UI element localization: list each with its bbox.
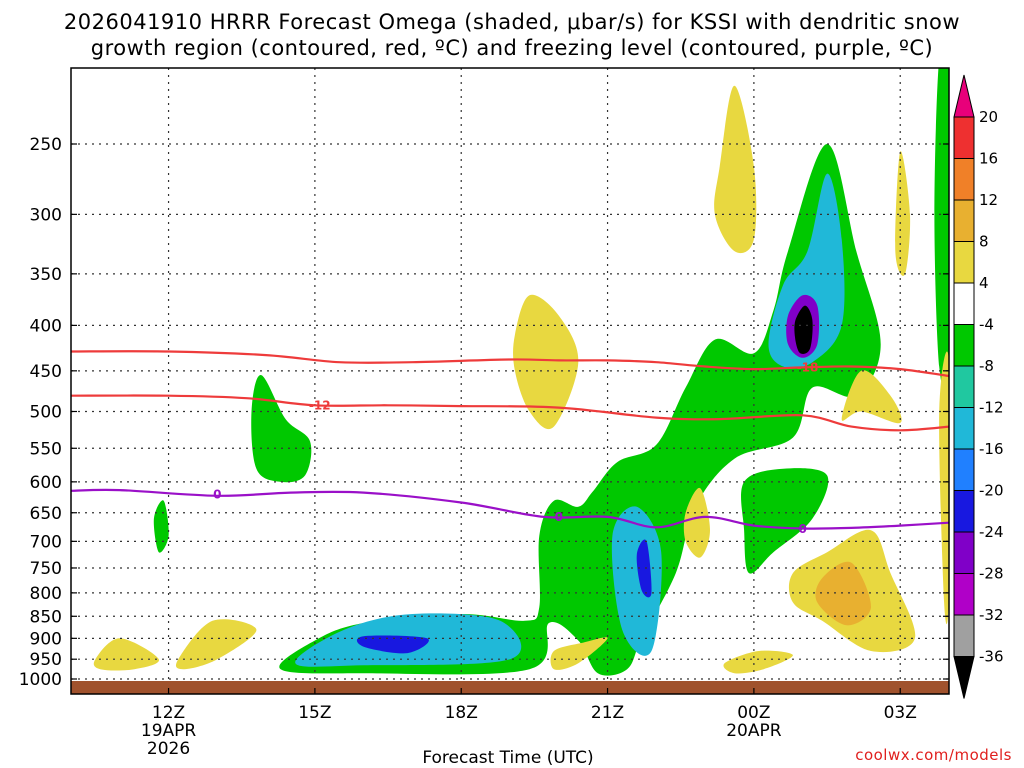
x-tick-date-12Z: 19APR bbox=[141, 721, 197, 741]
omega-shading-layer bbox=[93, 68, 949, 676]
axis-layer: 2503003504004505005506006507007508008509… bbox=[19, 135, 949, 759]
colorbar-label-4: 4 bbox=[979, 274, 989, 292]
contour-dgz-minus-18 bbox=[71, 350, 949, 378]
colorbar-swatch-8 bbox=[953, 407, 975, 450]
omega-region-upward-motion-lower-strong bbox=[356, 635, 429, 654]
chart-title-line-1: 2026041910 HRRR Forecast Omega (shaded, … bbox=[63, 10, 961, 34]
omega-region-sinking-motion-low-b bbox=[683, 487, 710, 558]
omega-region-upward-motion-upper-right bbox=[934, 68, 949, 394]
omega-region-sinking-motion-upper-a bbox=[714, 85, 757, 254]
colorbar-swatch-7 bbox=[953, 365, 975, 408]
contour-dgz-minus-12 bbox=[71, 394, 949, 432]
y-tick-label-650: 650 bbox=[30, 504, 62, 524]
omega-region-upward-motion-small-left bbox=[153, 500, 169, 553]
omega-region-upward-motion-mid-core bbox=[611, 506, 662, 656]
colorbar-label-6: -8 bbox=[979, 357, 994, 375]
colorbar-label-12: -32 bbox=[979, 606, 1004, 624]
y-tick-label-900: 900 bbox=[30, 629, 62, 649]
omega-region-sinking-motion-low-c bbox=[93, 638, 160, 671]
colorbar-swatch-13 bbox=[953, 614, 975, 657]
ground-surface-bar bbox=[71, 681, 949, 694]
x-tick-label-18Z: 18Z bbox=[445, 703, 478, 723]
colorbar-swatch-11 bbox=[953, 531, 975, 574]
omega-region-sinking-motion-low-e bbox=[550, 637, 608, 670]
x-tick-label-15Z: 15Z bbox=[298, 703, 331, 723]
y-tick-label-850: 850 bbox=[30, 607, 62, 627]
omega-region-sinking-motion-low-f bbox=[723, 650, 793, 674]
omega-region-sinking-motion-upper-b bbox=[895, 151, 911, 276]
omega-region-upward-motion-mid-left bbox=[251, 375, 312, 483]
y-tick-label-600: 600 bbox=[30, 473, 62, 493]
colorbar-label-10: -24 bbox=[979, 523, 1004, 541]
colorbar-swatch-1 bbox=[953, 116, 975, 159]
x-axis-label: Forecast Time (UTC) bbox=[422, 748, 593, 768]
contour-label-0: 0 bbox=[213, 488, 221, 502]
y-tick-label-1000: 1000 bbox=[19, 670, 62, 690]
y-tick-label-550: 550 bbox=[30, 439, 62, 459]
colorbar-swatch-6 bbox=[953, 324, 975, 367]
omega-region-sinking-motion-low-a-core bbox=[815, 561, 872, 626]
colorbar-label-3: 8 bbox=[979, 233, 989, 251]
contour-label-3: -12 bbox=[309, 398, 331, 412]
x-tick-label-03Z: 03Z bbox=[884, 703, 917, 723]
chart-title-line-2: growth region (contoured, red, ºC) and f… bbox=[90, 36, 934, 60]
contour-label-4: -18 bbox=[797, 360, 819, 374]
colorbar-swatch-12 bbox=[953, 573, 975, 616]
colorbar-label-7: -12 bbox=[979, 399, 1004, 417]
colorbar-swatch-5 bbox=[953, 282, 975, 325]
colorbar-label-5: -4 bbox=[979, 316, 994, 334]
colorbar-swatch-9 bbox=[953, 448, 975, 491]
colorbar-label-9: -20 bbox=[979, 482, 1004, 500]
y-tick-label-450: 450 bbox=[30, 362, 62, 382]
colorbar-swatch-2 bbox=[953, 158, 975, 201]
colorbar-top-arrow bbox=[953, 74, 975, 118]
omega-region-sinking-motion-low-d bbox=[175, 619, 257, 670]
y-tick-label-750: 750 bbox=[30, 559, 62, 579]
colorbar: 20 16 12 8 4 -4 -8 -12 -16 -20 -24 -28 -32 -36 bbox=[953, 74, 1004, 699]
y-tick-label-800: 800 bbox=[30, 584, 62, 604]
y-tick-label-300: 300 bbox=[30, 205, 62, 225]
colorbar-swatch-10 bbox=[953, 490, 975, 533]
omega-region-sinking-motion-mid-a bbox=[513, 294, 579, 430]
colorbar-label-13: -36 bbox=[979, 648, 1004, 666]
y-tick-label-700: 700 bbox=[30, 532, 62, 552]
contour-freezing-level bbox=[71, 488, 949, 530]
x-tick-year-12Z: 2026 bbox=[147, 739, 190, 759]
x-tick-label-21Z: 21Z bbox=[591, 703, 624, 723]
x-tick-label-00Z: 00Z bbox=[737, 703, 770, 723]
colorbar-swatch-4 bbox=[953, 241, 975, 284]
contour-layer: 0 0 0 -12 -18 bbox=[71, 350, 949, 536]
plot-frame bbox=[70, 67, 950, 695]
colorbar-label-0: 20 bbox=[979, 108, 998, 126]
y-tick-label-500: 500 bbox=[30, 403, 62, 423]
omega-region-upward-motion-right-low bbox=[741, 468, 829, 574]
omega-region-sinking-motion-mid-b bbox=[841, 370, 902, 424]
colorbar-swatch-3 bbox=[953, 199, 975, 242]
colorbar-label-1: 16 bbox=[979, 150, 998, 168]
colorbar-label-2: 12 bbox=[979, 191, 998, 209]
omega-region-upward-motion-upper-max bbox=[794, 305, 813, 355]
y-tick-label-400: 400 bbox=[30, 316, 62, 336]
credit-link[interactable]: coolwx.com/models bbox=[855, 746, 1012, 764]
y-tick-label-250: 250 bbox=[30, 135, 62, 155]
colorbar-bottom-arrow bbox=[953, 656, 975, 699]
x-tick-label-12Z: 12Z bbox=[152, 703, 185, 723]
x-tick-date-00Z: 20APR bbox=[726, 721, 782, 741]
y-tick-label-350: 350 bbox=[30, 265, 62, 285]
colorbar-label-8: -16 bbox=[979, 440, 1004, 458]
omega-region-upward-motion-mid-strong bbox=[636, 539, 652, 598]
contour-label-2: 0 bbox=[798, 522, 806, 536]
contour-label-1: 0 bbox=[555, 510, 563, 524]
y-tick-label-950: 950 bbox=[30, 650, 62, 670]
colorbar-label-11: -28 bbox=[979, 565, 1004, 583]
omega-region-sinking-motion-right-edge bbox=[939, 351, 949, 625]
